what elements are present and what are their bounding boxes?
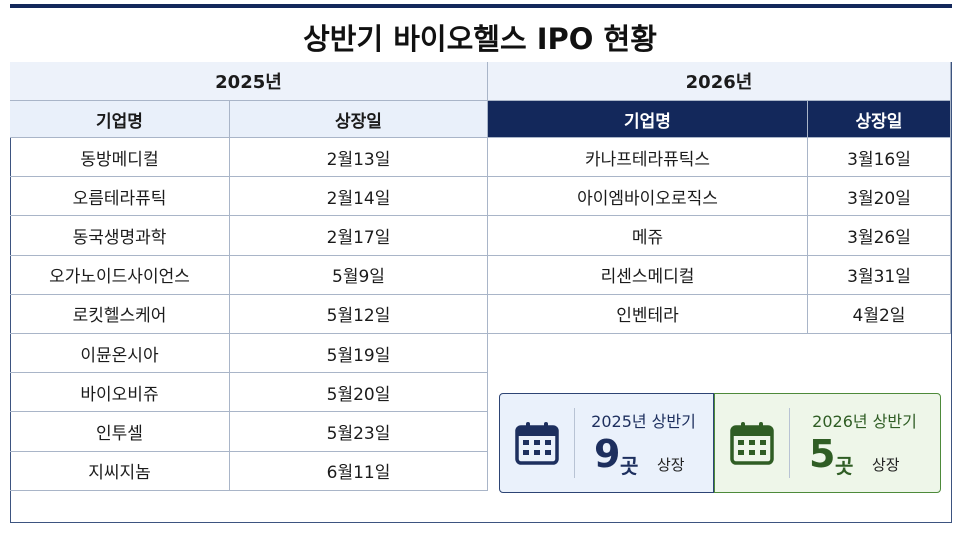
company-name: 메쥬: [488, 216, 808, 256]
calendar-icon: [514, 420, 560, 466]
calendar-svg: [514, 420, 560, 466]
card-label: 2025년 상반기: [591, 412, 696, 431]
company-name: 아이엠바이오로직스: [488, 177, 808, 217]
listing-date: 3월26일: [808, 216, 951, 256]
summary-card: 2025년 상반기 9 곳 상장: [499, 393, 714, 493]
company-name: 오름테라퓨틱: [10, 177, 230, 217]
listing-date: 5월19일: [230, 334, 488, 374]
listing-date: 5월9일: [230, 255, 488, 295]
top-rule: [10, 4, 952, 8]
company-name: 인투셀: [10, 412, 230, 452]
company-name: 동국생명과학: [10, 216, 230, 256]
column-header: 상장일: [230, 101, 488, 138]
card-count: 5: [809, 432, 836, 476]
listing-date: 3월16일: [808, 138, 951, 178]
listing-date: 5월20일: [230, 373, 488, 413]
company-name: 바이오비쥬: [10, 373, 230, 413]
title: 상반기 바이오헬스 IPO 현황: [303, 22, 657, 56]
calendar-icon: [729, 420, 775, 466]
company-name: 동방메디컬: [10, 138, 230, 178]
divider: [574, 408, 575, 478]
listing-date: 2월14일: [230, 177, 488, 217]
divider: [789, 408, 790, 478]
calendar-svg: [729, 420, 775, 466]
column-header: 상장일: [808, 101, 951, 138]
summary-card: 2026년 상반기 5 곳 상장: [714, 393, 941, 493]
column-header: 기업명: [10, 101, 230, 138]
year-header: 2026년: [488, 62, 951, 101]
card-suffix: 상장: [872, 456, 900, 474]
listing-date: 3월20일: [808, 177, 951, 217]
company-name: 인벤테라: [488, 294, 808, 334]
listing-date: 2월13일: [230, 138, 488, 178]
card-count: 9: [594, 432, 621, 476]
listing-date: 5월23일: [230, 412, 488, 452]
listing-date: 5월12일: [230, 294, 488, 334]
company-name: 카나프테라퓨틱스: [488, 138, 808, 178]
listing-date: 2월17일: [230, 216, 488, 256]
card-suffix: 상장: [657, 456, 685, 474]
company-name: 로킷헬스케어: [10, 294, 230, 334]
company-name: 리센스메디컬: [488, 255, 808, 295]
listing-date: 3월31일: [808, 255, 951, 295]
card-label: 2026년 상반기: [812, 412, 917, 431]
listing-date: 4월2일: [808, 294, 951, 334]
column-header: 기업명: [488, 101, 808, 138]
listing-date: 6월11일: [230, 451, 488, 491]
card-unit: 곳: [620, 454, 639, 478]
card-unit: 곳: [835, 454, 854, 478]
company-name: 지씨지놈: [10, 451, 230, 491]
company-name: 이뮨온시아: [10, 334, 230, 374]
year-header: 2025년: [10, 62, 488, 101]
company-name: 오가노이드사이언스: [10, 255, 230, 295]
